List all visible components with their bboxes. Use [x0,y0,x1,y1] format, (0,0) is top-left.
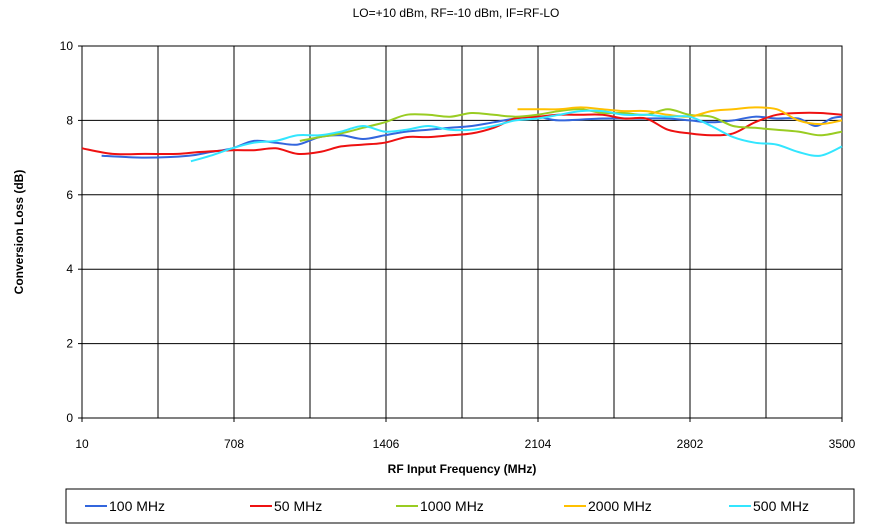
series-line-500-mhz [190,109,843,163]
legend-label: 2000 MHz [588,498,652,514]
legend-item-1000-mhz: 1000 MHz [396,498,484,514]
plot-area [81,45,843,419]
x-tick-label: 2104 [525,437,552,451]
y-axis-label: Conversion Loss (dB) [12,170,26,295]
y-tick-label: 2 [66,337,73,351]
y-tick-label: 6 [66,188,73,202]
legend-label: 50 MHz [274,498,322,514]
legend-label: 100 MHz [109,498,165,514]
y-tick-label: 0 [66,411,73,425]
y-axis: 0 2 4 6 8 10 [60,39,82,425]
y-tick-label: 8 [66,113,73,127]
series-line-100-mhz [101,115,843,159]
legend-item-2000-mhz: 2000 MHz [564,498,652,514]
x-tick-label: 2802 [677,437,704,451]
grid [81,45,843,419]
y-tick-label: 10 [60,39,74,53]
legend-label: 500 MHz [753,498,809,514]
x-axis-label: RF Input Frequency (MHz) [388,462,537,476]
legend-item-500-mhz: 500 MHz [729,498,809,514]
x-tick-label: 3500 [829,437,856,451]
legend-item-50-mhz: 50 MHz [250,498,322,514]
x-tick-label: 10 [75,437,89,451]
chart-title: LO=+10 dBm, RF=-10 dBm, IF=RF-LO [353,6,560,20]
x-tick-label: 1406 [373,437,400,451]
x-axis: 10 708 1406 2104 2802 3500 [75,418,856,451]
series-line-50-mhz [81,111,843,156]
legend-items: 100 MHz 50 MHz 1000 MHz 2000 MHz 500 MHz [85,498,809,514]
series-lines [81,106,843,163]
series-line-1000-mhz [299,108,843,142]
x-tick-label: 708 [224,437,244,451]
legend-label: 1000 MHz [420,498,484,514]
legend-item-100-mhz: 100 MHz [85,498,165,514]
legend [65,488,855,524]
y-tick-label: 4 [66,262,73,276]
